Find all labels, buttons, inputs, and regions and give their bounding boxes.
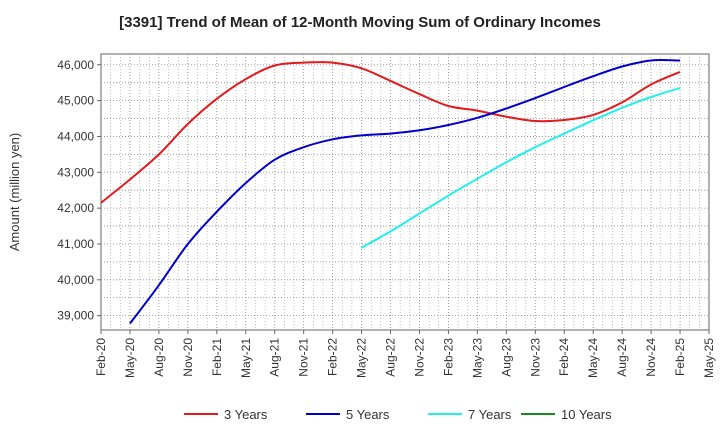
x-tick-label: Nov-23 xyxy=(528,338,542,377)
x-tick-label: May-23 xyxy=(470,338,484,378)
y-tick-label: 39,000 xyxy=(57,309,94,323)
x-tick-label: Feb-24 xyxy=(557,338,571,376)
x-tick-label: Aug-23 xyxy=(499,338,513,377)
x-tick-label: Feb-21 xyxy=(210,338,224,376)
legend-label: 5 Years xyxy=(346,407,390,422)
x-tick-label: May-20 xyxy=(123,338,137,378)
chart-title: [3391] Trend of Mean of 12-Month Moving … xyxy=(119,14,601,31)
x-tick-label: Aug-21 xyxy=(268,338,282,377)
y-tick-label: 43,000 xyxy=(57,165,94,179)
series-line-5-years xyxy=(129,59,681,325)
x-tick-label: Nov-20 xyxy=(181,338,195,377)
x-tick-label: Aug-24 xyxy=(615,338,629,377)
legend-label: 7 Years xyxy=(468,407,512,422)
x-tick-label: May-21 xyxy=(239,338,253,378)
series-line-7-years xyxy=(361,87,681,249)
x-tick-label: May-22 xyxy=(355,338,369,378)
x-tick-label: Nov-21 xyxy=(297,338,311,377)
x-tick-label: May-24 xyxy=(586,338,600,378)
plot-area xyxy=(100,53,710,331)
x-tick-label: Nov-24 xyxy=(644,338,658,377)
x-tick-label: May-25 xyxy=(702,338,716,378)
x-tick-label: Feb-23 xyxy=(441,338,455,376)
series-lines xyxy=(100,59,681,325)
grid-lines xyxy=(101,54,709,330)
x-axis-ticks: Feb-20 May-20 Aug-20 Nov-20 Feb-21 May-21 Aug-… xyxy=(94,330,716,378)
x-tick-label: Aug-20 xyxy=(152,338,166,377)
x-tick-label: Feb-20 xyxy=(94,338,108,376)
y-axis-ticks: 39,000 40,000 41,000 42,000 43,000 44,000 45,0… xyxy=(57,58,101,323)
y-axis-title: Amount (million yen) xyxy=(7,133,22,252)
x-tick-label: Feb-22 xyxy=(326,338,340,376)
series-line-3-years xyxy=(100,61,681,204)
y-tick-label: 45,000 xyxy=(57,94,94,108)
legend: 3 Years 5 Years 7 Years 10 Years xyxy=(184,407,612,422)
x-tick-label: Feb-25 xyxy=(673,338,687,376)
y-tick-label: 40,000 xyxy=(57,273,94,287)
y-tick-label: 41,000 xyxy=(57,237,94,251)
y-tick-label: 42,000 xyxy=(57,201,94,215)
legend-label: 10 Years xyxy=(561,407,612,422)
y-tick-label: 44,000 xyxy=(57,129,94,143)
x-tick-label: Nov-22 xyxy=(412,338,426,377)
y-tick-label: 46,000 xyxy=(57,58,94,72)
legend-label: 3 Years xyxy=(224,407,268,422)
x-tick-label: Aug-22 xyxy=(384,338,398,377)
